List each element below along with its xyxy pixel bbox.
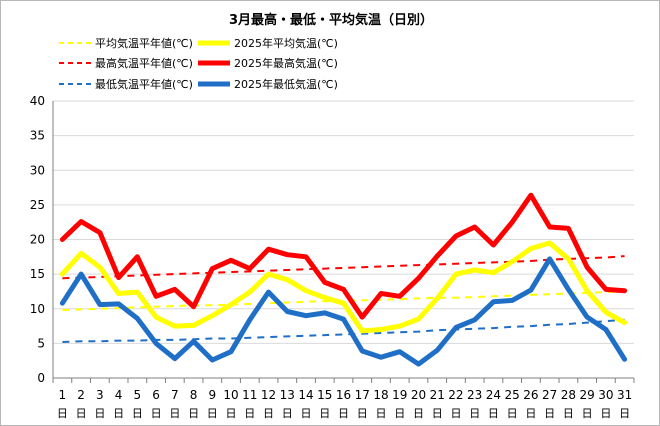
x-unit-label-20: 日	[413, 407, 424, 420]
x-unit-label-18: 日	[375, 407, 386, 420]
x-unit-label-15: 日	[319, 407, 330, 420]
x-tick-label-3: 3	[96, 388, 104, 402]
x-tick-label-11: 11	[242, 388, 257, 402]
y-tick-label-40: 40	[30, 94, 45, 108]
x-tick-label-27: 27	[542, 388, 557, 402]
x-tick-label-30: 30	[598, 388, 613, 402]
x-unit-label-9: 日	[207, 407, 218, 420]
x-tick-label-16: 16	[336, 388, 351, 402]
x-tick-label-21: 21	[430, 388, 445, 402]
x-tick-label-6: 6	[152, 388, 160, 402]
x-unit-label-27: 日	[544, 407, 555, 420]
legend-label-2: 最高気温平年値(℃)	[95, 56, 193, 70]
legend-label-3: 2025年最高気温(℃)	[234, 56, 338, 70]
x-tick-label-26: 26	[523, 388, 538, 402]
series-line-2	[62, 255, 625, 280]
x-tick-label-4: 4	[115, 388, 123, 402]
x-unit-label-28: 日	[563, 407, 574, 420]
chart-legend: 平均気温平年値(℃) 2025年平均気温(℃) 最高気温平年値(℃) 2025年最高気…	[59, 36, 338, 91]
x-unit-label-2: 日	[76, 407, 87, 420]
y-tick-label-0: 0	[37, 371, 45, 385]
x-tick-label-1: 1	[59, 388, 67, 402]
x-tick-label-15: 15	[317, 388, 332, 402]
x-unit-label-29: 日	[582, 407, 593, 420]
x-unit-label-21: 日	[432, 407, 443, 420]
x-tick-label-2: 2	[77, 388, 85, 402]
series-line-0	[62, 290, 625, 312]
x-unit-label-11: 日	[244, 407, 255, 420]
x-unit-label-5: 日	[132, 407, 143, 420]
x-unit-label-17: 日	[357, 407, 368, 420]
x-tick-label-28: 28	[561, 388, 576, 402]
x-unit-label-7: 日	[169, 407, 180, 420]
x-tick-label-8: 8	[190, 388, 198, 402]
x-tick-label-29: 29	[580, 388, 595, 402]
x-unit-label-24: 日	[488, 407, 499, 420]
x-unit-label-23: 日	[469, 407, 480, 420]
x-unit-label-4: 日	[113, 407, 124, 420]
x-tick-label-13: 13	[280, 388, 295, 402]
y-tick-label-10: 10	[30, 302, 45, 316]
x-tick-label-7: 7	[171, 388, 179, 402]
x-tick-label-17: 17	[355, 388, 370, 402]
x-unit-label-31: 日	[619, 407, 630, 420]
y-tick-label-30: 30	[30, 163, 45, 177]
legend-label-0: 平均気温平年値(℃)	[95, 36, 193, 50]
x-unit-label-22: 日	[450, 407, 461, 420]
x-unit-label-10: 日	[226, 407, 237, 420]
x-unit-label-6: 日	[151, 407, 162, 420]
chart-title: 3月最高・最低・平均気温（日別）	[229, 12, 433, 28]
x-unit-label-1: 日	[57, 407, 68, 420]
x-tick-label-9: 9	[208, 388, 216, 402]
x-unit-label-8: 日	[188, 407, 199, 420]
y-tick-label-5: 5	[37, 336, 45, 350]
x-tick-label-31: 31	[617, 388, 632, 402]
x-unit-label-26: 日	[525, 407, 536, 420]
x-tick-label-18: 18	[373, 388, 388, 402]
x-tick-label-14: 14	[298, 388, 313, 402]
legend-label-1: 2025年平均気温(℃)	[234, 36, 338, 50]
legend-label-5: 2025年最低気温(℃)	[234, 77, 338, 91]
x-unit-label-25: 日	[507, 407, 518, 420]
x-unit-label-16: 日	[338, 407, 349, 420]
legend-label-4: 最低気温平年値(℃)	[95, 77, 193, 91]
series-line-5	[59, 256, 628, 367]
x-unit-label-3: 日	[94, 407, 105, 420]
x-tick-label-10: 10	[223, 388, 238, 402]
x-tick-label-5: 5	[134, 388, 142, 402]
x-axis: 1日2日3日4日5日6日7日8日9日10日11日12日13日14日15日16日1…	[52, 377, 635, 420]
series-line-1	[59, 240, 628, 334]
x-tick-label-20: 20	[411, 388, 426, 402]
y-tick-label-15: 15	[30, 267, 45, 281]
x-tick-label-25: 25	[505, 388, 520, 402]
series-layer	[59, 192, 628, 367]
series-line-3	[59, 192, 628, 320]
y-tick-label-35: 35	[30, 129, 45, 143]
x-tick-label-19: 19	[392, 388, 407, 402]
y-tick-label-20: 20	[30, 233, 45, 247]
x-tick-label-23: 23	[467, 388, 482, 402]
x-tick-label-12: 12	[261, 388, 276, 402]
x-tick-label-22: 22	[448, 388, 463, 402]
y-tick-label-25: 25	[30, 198, 45, 212]
x-unit-label-19: 日	[394, 407, 405, 420]
x-tick-label-24: 24	[486, 388, 501, 402]
x-unit-label-30: 日	[600, 407, 611, 420]
x-unit-label-14: 日	[301, 407, 312, 420]
y-axis: 0 5 10 15 20 25 30 35 40	[30, 94, 54, 385]
x-unit-label-13: 日	[282, 407, 293, 420]
x-unit-label-12: 日	[263, 407, 274, 420]
